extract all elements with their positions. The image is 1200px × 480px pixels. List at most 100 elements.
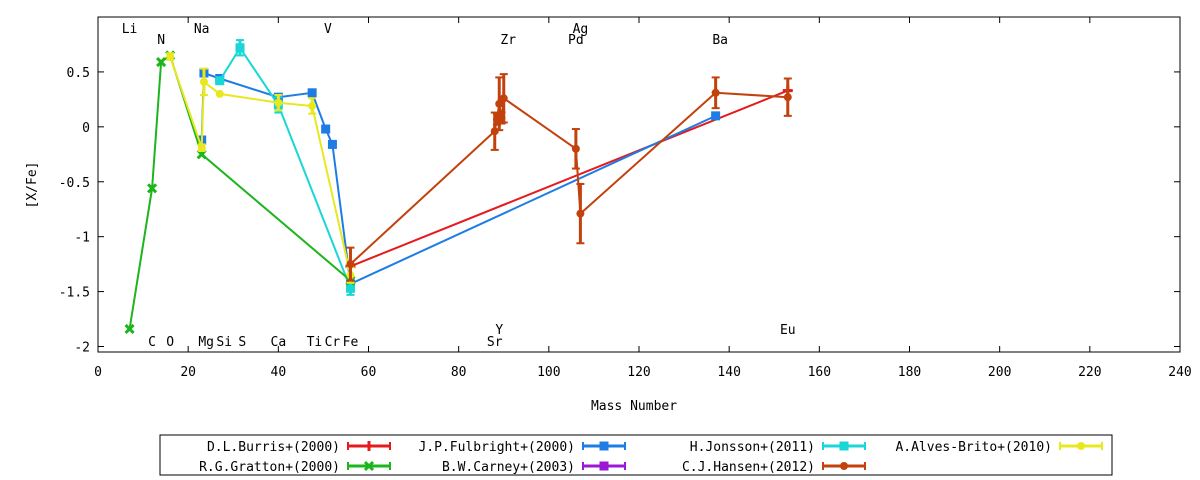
axes: 0 20 40 60 80 100 120 140 160 180 200 220 240 0.5 0 -0.… — [59, 16, 1192, 380]
element-label: Cr — [325, 335, 341, 350]
y-tick-label: -0.5 — [59, 176, 90, 191]
data-point — [274, 98, 283, 107]
data-point — [215, 76, 225, 86]
x-tick-label: 40 — [271, 365, 287, 380]
x-tick-label: 220 — [1078, 365, 1101, 380]
y-tick-label: -1.5 — [59, 286, 90, 301]
x-tick-label: 0 — [94, 365, 102, 380]
element-label: Y — [495, 323, 503, 338]
data-point — [199, 77, 208, 86]
element-label: S — [238, 335, 246, 350]
series-line — [350, 89, 789, 268]
x-tick-label: 80 — [451, 365, 467, 380]
element-label: Ag — [573, 22, 589, 37]
legend-label: A.Alves-Brito+(2010) — [895, 440, 1052, 455]
x-tick-label: 100 — [537, 365, 560, 380]
x-tick-label: 200 — [988, 365, 1011, 380]
x-tick-label: 20 — [180, 365, 196, 380]
data-point — [490, 127, 499, 136]
data-point — [599, 441, 609, 451]
data-point — [599, 461, 609, 471]
element-label: Zr — [500, 33, 516, 48]
legend: D.L.Burris+(2000) J.P.Fulbright+(2000) H.J… — [159, 434, 1113, 476]
data-point — [345, 283, 355, 293]
x-tick-label: 140 — [717, 365, 740, 380]
element-label: Pd — [568, 33, 584, 48]
legend-entry: J.P.Fulbright+(2000) — [418, 440, 626, 455]
x-tick-label: 60 — [361, 365, 377, 380]
marker-stroke — [124, 323, 135, 334]
data-point — [840, 462, 848, 470]
x-tick-label: 160 — [808, 365, 831, 380]
legend-entry: A.Alves-Brito+(2010) — [895, 440, 1103, 455]
legend-label: D.L.Burris+(2000) — [207, 440, 340, 455]
legend-box — [159, 434, 1113, 476]
x-tick-label: 240 — [1168, 365, 1191, 380]
marker-stroke — [147, 183, 158, 194]
y-tick-label: 0 — [82, 121, 90, 136]
series — [124, 50, 356, 334]
legend-entry: B.W.Carney+(2003) — [442, 460, 626, 475]
x-axis-label: Mass Number — [591, 399, 677, 414]
data-point — [197, 143, 206, 152]
y-axis-label: [X/Fe] — [25, 162, 40, 209]
data-point — [783, 93, 792, 102]
plot-frame — [97, 16, 1181, 353]
series — [166, 52, 355, 284]
element-label: O — [166, 335, 174, 350]
element-label: Ti — [307, 335, 323, 350]
plot-area — [124, 39, 793, 334]
data-point — [364, 441, 374, 451]
data-point — [321, 124, 331, 134]
data-point — [711, 111, 721, 121]
legend-label: B.W.Carney+(2003) — [442, 460, 575, 475]
element-label: Mg — [198, 335, 214, 350]
y-tick-label: 0.5 — [67, 66, 90, 81]
data-point — [327, 139, 337, 149]
marker-stroke — [156, 56, 167, 68]
element-label: Sr — [487, 335, 503, 350]
element-label: Li — [122, 22, 138, 37]
data-point — [156, 56, 167, 68]
marker-stroke — [363, 460, 375, 472]
data-point — [576, 209, 585, 218]
series-line — [169, 56, 352, 276]
legend-entry: C.J.Hansen+(2012) — [682, 460, 866, 475]
data-point — [1077, 442, 1085, 450]
data-point — [124, 323, 135, 334]
x-tick-label: 120 — [627, 365, 650, 380]
data-point — [363, 460, 375, 472]
element-label: N — [157, 33, 165, 48]
data-point — [215, 89, 224, 98]
legend-entry: H.Jonsson+(2011) — [690, 440, 866, 455]
data-point — [711, 88, 720, 97]
data-point — [839, 441, 849, 451]
legend-label: H.Jonsson+(2011) — [690, 440, 815, 455]
x-tick-label: 180 — [898, 365, 921, 380]
series — [215, 39, 355, 296]
element-label: V — [324, 22, 332, 37]
data-point — [308, 101, 317, 110]
y-tick-label: -2 — [74, 341, 90, 356]
data-point — [307, 88, 317, 98]
data-point — [495, 99, 504, 108]
legend-label: C.J.Hansen+(2012) — [682, 460, 815, 475]
legend-label: R.G.Gratton+(2000) — [199, 460, 340, 475]
series — [346, 73, 792, 282]
element-label: Ca — [271, 335, 287, 350]
data-point — [166, 52, 175, 61]
data-point — [346, 260, 355, 269]
series — [345, 85, 793, 272]
element-label: Fe — [343, 335, 359, 350]
series-line — [218, 45, 352, 289]
y-tick-label: -1 — [74, 231, 90, 246]
legend-label: J.P.Fulbright+(2000) — [418, 440, 575, 455]
data-point — [499, 94, 508, 103]
element-label: Ba — [712, 33, 728, 48]
data-point — [571, 144, 580, 153]
element-label: Si — [216, 335, 232, 350]
legend-entry: R.G.Gratton+(2000) — [199, 460, 391, 475]
data-point — [147, 183, 158, 194]
